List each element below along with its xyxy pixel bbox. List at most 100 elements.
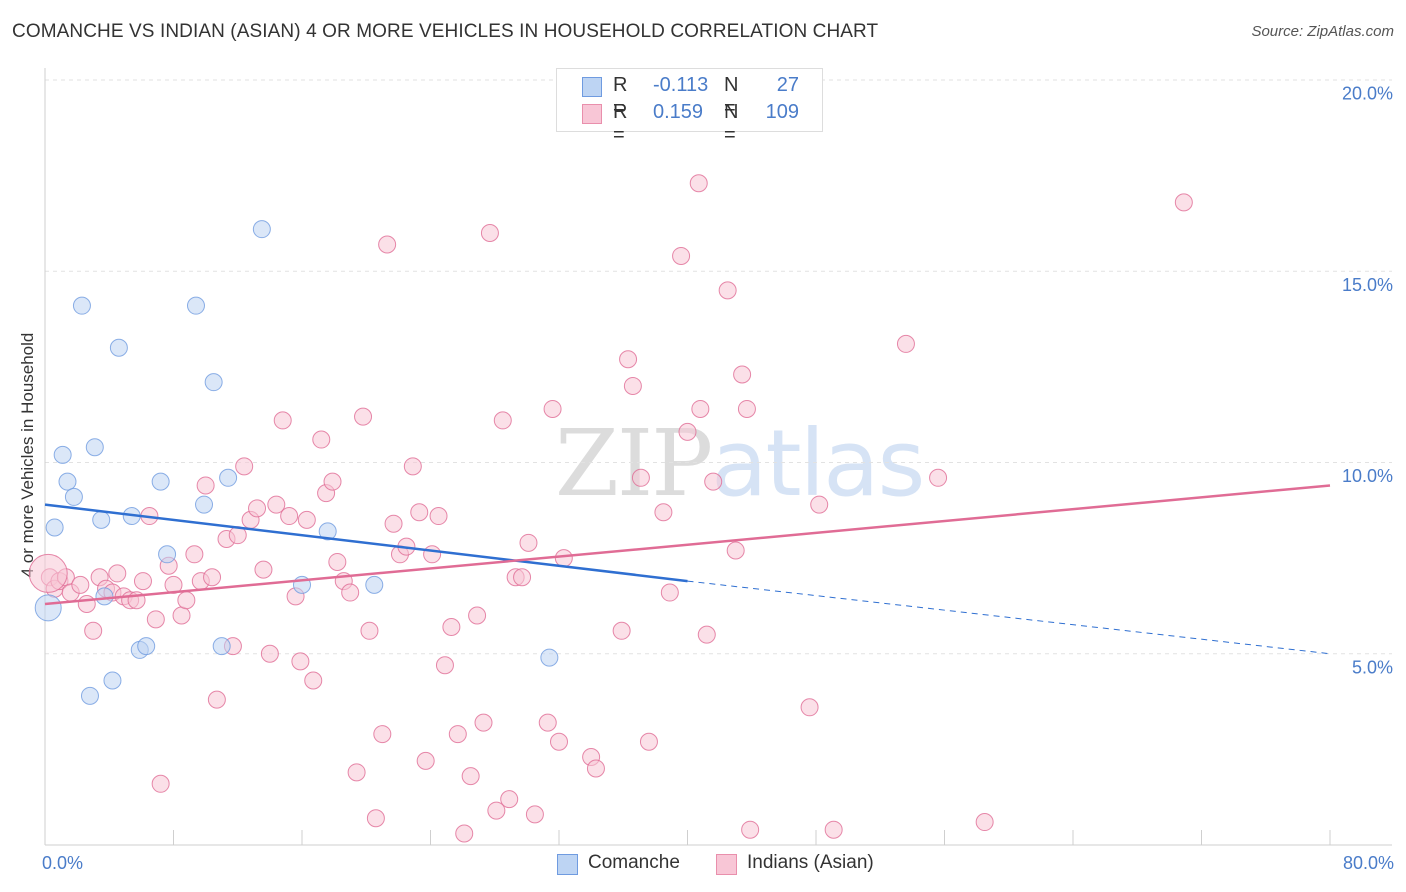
indian-asian-point: [416, 751, 435, 770]
indian-asian-point: [500, 790, 519, 809]
legend-n-value: 109: [765, 101, 799, 123]
indian-asian-point: [146, 610, 165, 629]
indian-asian-legend-label: Indians (Asian): [747, 852, 874, 873]
indian-asian-point: [429, 507, 448, 526]
indian-asian-point: [672, 246, 691, 265]
indian-asian-point: [403, 457, 422, 476]
indian-asian-point: [586, 759, 605, 778]
indian-asian-point: [196, 476, 215, 495]
indian-asian-point: [304, 671, 323, 690]
indian-asian-point: [704, 472, 723, 491]
indian-asian-point: [347, 763, 366, 782]
indian-asian-point: [975, 813, 994, 832]
indian-asian-point: [177, 591, 196, 610]
comanche-point: [45, 518, 64, 537]
indian-asian-point: [474, 713, 493, 732]
comanche-points: [34, 220, 559, 705]
comanche-point: [85, 438, 104, 457]
comanche-point: [540, 648, 559, 667]
comanche-point: [64, 487, 83, 506]
indian-asian-point: [328, 552, 347, 571]
comanche-point: [103, 671, 122, 690]
correlation-legend: R = -0.113 N = 27 R = 0.159 N = 109: [556, 68, 823, 146]
indian-asian-point: [297, 510, 316, 529]
axes: [44, 68, 1392, 846]
indian-asian-point: [455, 824, 474, 843]
chart-title: COMANCHE VS INDIAN (ASIAN) 4 OR MORE VEH…: [12, 21, 879, 42]
indian-asian-point: [480, 224, 499, 242]
indian-asian-point: [487, 801, 506, 820]
legend-n-label: N =: [724, 74, 739, 119]
indian-asian-point: [543, 399, 562, 418]
indian-asian-point: [254, 560, 273, 579]
comanche-point: [137, 637, 156, 656]
comanche-point: [318, 522, 337, 541]
indian-asian-trend-line: [44, 484, 1331, 606]
comanche-legend-label: Comanche: [588, 852, 680, 873]
indian-asian-point: [741, 820, 760, 839]
indian-asian-point: [366, 809, 385, 828]
comanche-point: [53, 445, 72, 464]
legend-r-value: -0.113: [653, 74, 709, 96]
comanche-point: [72, 296, 91, 315]
y-tick-label: 15.0%: [1342, 275, 1393, 295]
comanche-point: [95, 587, 114, 606]
comanche-trend-extension: [687, 580, 1331, 655]
indian-asian-point: [423, 545, 442, 564]
legend-r-label: R =: [613, 74, 628, 119]
legend-r-value: 0.159: [653, 101, 704, 123]
indian-asian-point: [525, 805, 544, 824]
indian-asian-point: [824, 820, 843, 839]
tick-labels: 5.0% 10.0% 15.0% 20.0% 0.0% 80.0%: [42, 84, 1394, 873]
indian-asian-point: [133, 572, 152, 591]
indian-asian-point: [435, 656, 454, 675]
indian-asian-point: [691, 399, 710, 418]
comanche-legend-swatch: [557, 854, 578, 875]
indian-asian-point: [810, 495, 829, 514]
indian-asian-point: [108, 564, 127, 583]
indian-asian-point: [612, 621, 631, 640]
comanche-point: [92, 510, 111, 529]
indian-asian-legend-swatch: [716, 854, 737, 875]
indian-asian-point: [929, 468, 948, 487]
indian-asian-point: [203, 568, 222, 587]
indian-asian-point: [410, 503, 429, 522]
indian-asian-point: [448, 725, 467, 744]
indian-asian-point: [554, 549, 573, 568]
comanche-point: [219, 468, 238, 487]
indian-asian-swatch: [582, 104, 602, 124]
indian-asian-point: [519, 533, 538, 552]
comanche-point: [252, 220, 271, 239]
legend-n-value: 27: [776, 74, 799, 96]
indian-asian-point: [260, 644, 279, 663]
indian-asian-point: [273, 411, 292, 430]
indian-asian-point: [733, 365, 752, 384]
y-tick-label: 10.0%: [1342, 466, 1393, 486]
indian-asian-point: [718, 281, 737, 300]
indian-asian-point: [1174, 193, 1193, 212]
indian-asian-point: [726, 541, 745, 560]
indian-asian-point: [373, 725, 392, 744]
comanche-point: [195, 495, 214, 514]
x-tick-label-min: 0.0%: [42, 853, 83, 873]
indian-asian-point: [468, 606, 487, 625]
y-tick-label: 5.0%: [1352, 657, 1393, 677]
legend-n-label: N =: [724, 101, 739, 146]
indian-asian-points: [28, 174, 1193, 843]
comanche-point: [34, 594, 62, 622]
indian-asian-point: [513, 568, 532, 587]
indian-asian-point: [538, 713, 557, 732]
comanche-swatch: [582, 77, 602, 97]
indian-asian-point: [800, 698, 819, 717]
y-tick-label: 20.0%: [1342, 84, 1393, 104]
comanche-point: [186, 296, 205, 315]
legend-r-label: R =: [613, 101, 628, 146]
indian-asian-point: [151, 774, 170, 793]
comanche-point: [158, 545, 177, 564]
comanche-trend-line: [44, 503, 688, 583]
comanche-point: [109, 338, 128, 357]
indian-asian-point: [71, 575, 90, 594]
indian-asian-point: [623, 377, 642, 395]
indian-asian-point: [360, 621, 379, 640]
